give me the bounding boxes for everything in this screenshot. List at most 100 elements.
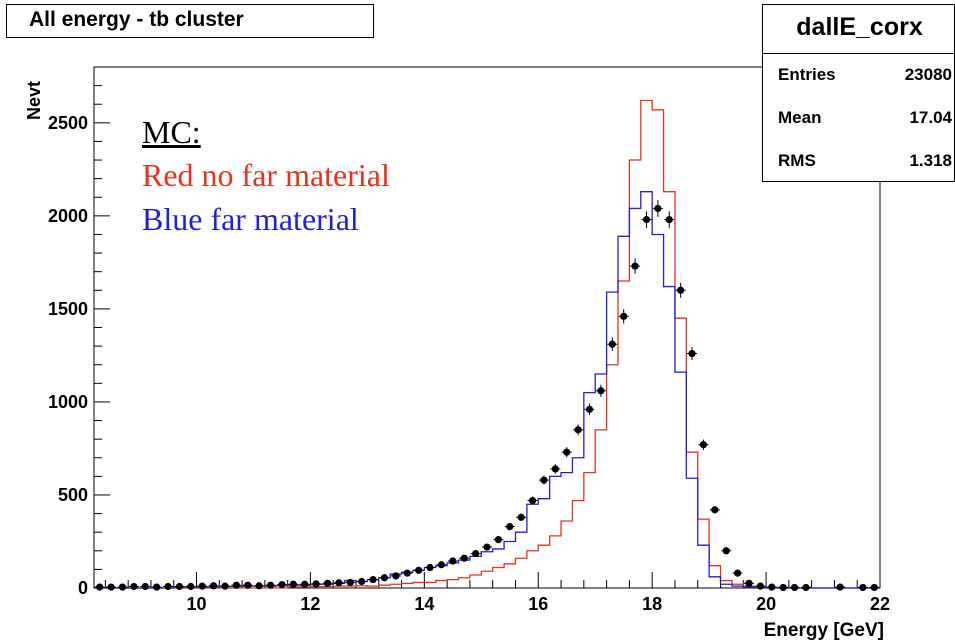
marker	[517, 513, 525, 521]
x-tick-label: 22	[870, 594, 890, 614]
marker	[472, 549, 480, 558]
data-point	[333, 579, 344, 587]
data-point	[390, 572, 401, 580]
stats-value: 23080	[904, 65, 952, 84]
data-point	[789, 583, 800, 592]
marker	[130, 582, 138, 591]
marker	[380, 574, 389, 582]
data-point	[800, 583, 811, 592]
data-point	[538, 475, 549, 485]
data-point	[732, 569, 743, 577]
marker	[289, 580, 297, 588]
marker	[312, 580, 320, 588]
data-point	[550, 464, 561, 474]
data-point	[630, 258, 641, 274]
data-point	[618, 309, 629, 324]
data-point	[163, 582, 174, 591]
data-point	[288, 580, 299, 588]
data-point	[299, 580, 310, 588]
data-point	[459, 554, 470, 562]
marker	[620, 312, 628, 320]
data-point	[220, 582, 230, 590]
data-point	[379, 574, 390, 582]
data-point	[482, 543, 492, 551]
data-point	[402, 569, 413, 577]
stats-name: dallE_corx	[796, 13, 923, 41]
marker	[221, 582, 229, 590]
annotation-red: Red no far material	[142, 157, 390, 193]
annotation-blue: Blue far material	[142, 201, 359, 237]
data-point	[641, 211, 652, 228]
data-point	[94, 583, 105, 591]
marker	[836, 583, 844, 591]
marker	[699, 441, 708, 449]
y-tick-label: 500	[58, 485, 88, 505]
data-point	[436, 561, 447, 569]
marker	[870, 583, 878, 592]
data-point	[311, 580, 322, 588]
marker	[358, 577, 366, 586]
data-point	[595, 384, 606, 397]
marker	[118, 583, 127, 591]
marker	[631, 262, 639, 270]
stats-row-mean: Mean 17.04	[763, 108, 955, 138]
data-point	[766, 583, 777, 591]
marker	[540, 476, 548, 484]
data-point	[698, 439, 709, 450]
data-point	[208, 582, 219, 590]
data-point	[778, 583, 789, 592]
marker	[198, 582, 206, 590]
annotation-heading: MC:	[142, 114, 201, 150]
y-tick-label: 1000	[48, 392, 88, 412]
marker	[677, 286, 685, 294]
marker	[642, 215, 651, 224]
data-point	[276, 581, 287, 589]
stats-value: 17.04	[909, 108, 952, 127]
data-point	[356, 577, 367, 586]
stats-row-rms: RMS 1.318	[763, 151, 955, 181]
data-point	[447, 557, 458, 565]
data-point	[128, 582, 139, 591]
marker	[426, 563, 434, 572]
marker	[403, 569, 411, 577]
data-point	[516, 513, 527, 521]
data-point	[561, 447, 572, 458]
marker	[96, 583, 104, 591]
data-point	[345, 578, 356, 587]
stats-separator	[763, 53, 955, 54]
marker	[278, 581, 286, 589]
marker	[688, 349, 696, 358]
marker	[711, 506, 719, 514]
marker	[210, 582, 218, 590]
marker	[141, 582, 149, 591]
data-point	[744, 579, 754, 587]
marker	[153, 583, 161, 591]
title-box: All energy - tb cluster	[6, 4, 374, 38]
marker	[175, 582, 184, 591]
data-point	[413, 566, 424, 574]
x-tick-label: 10	[187, 594, 207, 614]
marker	[779, 583, 787, 592]
data-point	[607, 337, 618, 351]
marker	[734, 569, 742, 577]
x-tick-label: 16	[528, 594, 548, 614]
marker	[745, 579, 753, 587]
data-point	[664, 211, 675, 228]
marker	[551, 465, 559, 473]
data-point	[675, 282, 686, 298]
x-tick-label: 14	[414, 594, 434, 614]
data-point	[709, 506, 720, 514]
marker	[232, 581, 240, 589]
data-point	[573, 424, 584, 436]
marker	[790, 583, 799, 592]
marker	[301, 580, 309, 588]
stats-row-entries: Entries 23080	[763, 65, 955, 95]
data-point	[368, 576, 379, 584]
data-point	[231, 581, 242, 589]
marker	[415, 566, 423, 574]
marker	[585, 405, 594, 413]
data-point	[721, 547, 732, 555]
marker	[494, 536, 502, 544]
chart-title: All energy - tb cluster	[29, 8, 244, 31]
data-point	[470, 549, 481, 558]
